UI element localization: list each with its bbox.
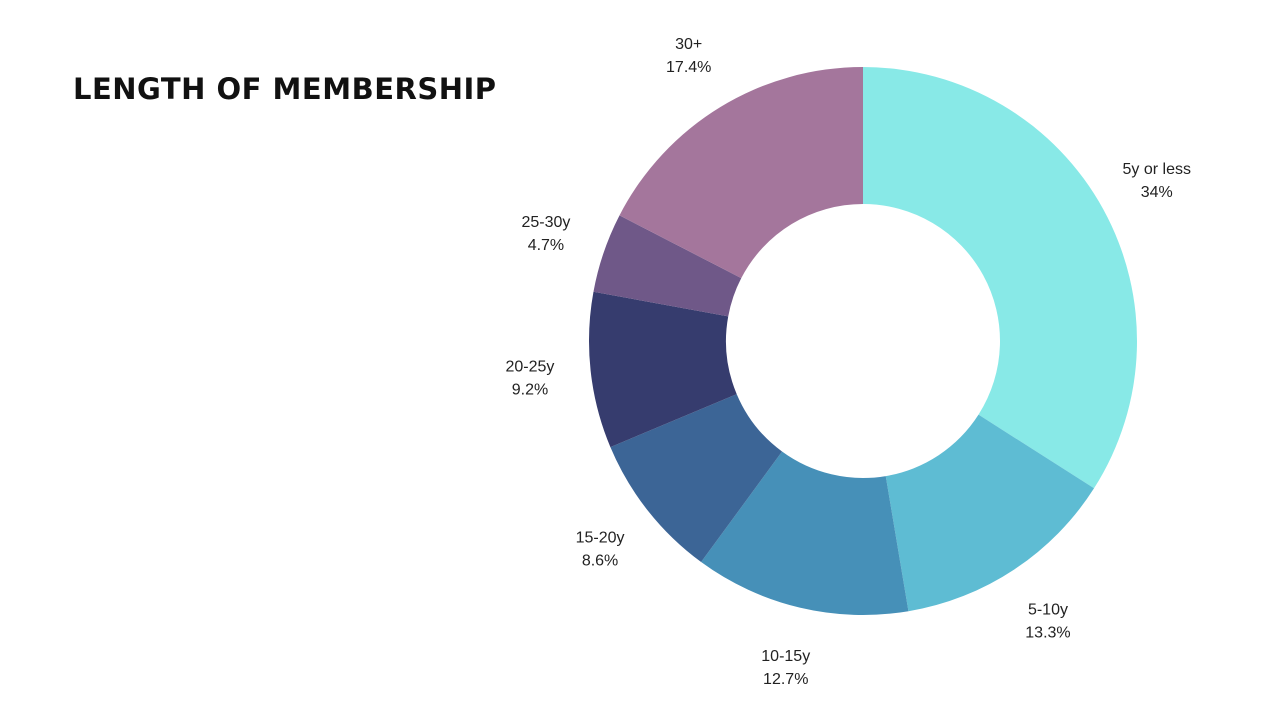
slice-category-label: 5-10y (1028, 601, 1068, 618)
slice-category-label: 10-15y (761, 648, 810, 665)
slice-10-15y (701, 451, 909, 615)
chart-title: LENGTH OF MEMBERSHIP (73, 72, 497, 106)
slice-category-label: 5y or less (1123, 161, 1191, 178)
slice-5y-or-less (863, 67, 1138, 489)
slice-25-30y (593, 215, 742, 317)
slice-label-5-10y: 5-10y 13.3% (1025, 601, 1070, 641)
slice-20-25y (589, 291, 737, 448)
slice-value-label: 9.2% (512, 381, 548, 398)
slice-value-label: 4.7% (528, 237, 564, 254)
donut-slices (589, 67, 1138, 615)
slice-category-label: 15-20y (576, 530, 625, 547)
slice-label-10-15y: 10-15y 12.7% (761, 648, 810, 688)
slice-value-label: 17.4% (666, 59, 711, 76)
slice-labels: 5y or less 34% 5-10y 13.3% 10-15y 12.7% 15-20y… (506, 36, 1191, 688)
slice-category-label: 30+ (675, 36, 702, 53)
slice-category-label: 25-30y (521, 214, 570, 231)
slice-label-5y-or-less: 5y or less 34% (1123, 161, 1191, 201)
slice-value-label: 8.6% (582, 553, 618, 570)
slice-label-20-25y: 20-25y 9.2% (506, 358, 555, 398)
slice-30 (619, 67, 863, 279)
slice-5-10y (885, 414, 1095, 612)
slice-category-label: 20-25y (506, 358, 555, 375)
slice-label-25-30y: 25-30y 4.7% (521, 214, 570, 254)
slice-label-30: 30+ 17.4% (666, 36, 711, 76)
slice-label-15-20y: 15-20y 8.6% (576, 530, 625, 570)
slice-value-label: 34% (1141, 184, 1173, 201)
slice-value-label: 13.3% (1025, 624, 1070, 641)
slice-15-20y (610, 394, 783, 563)
slice-value-label: 12.7% (763, 671, 808, 688)
